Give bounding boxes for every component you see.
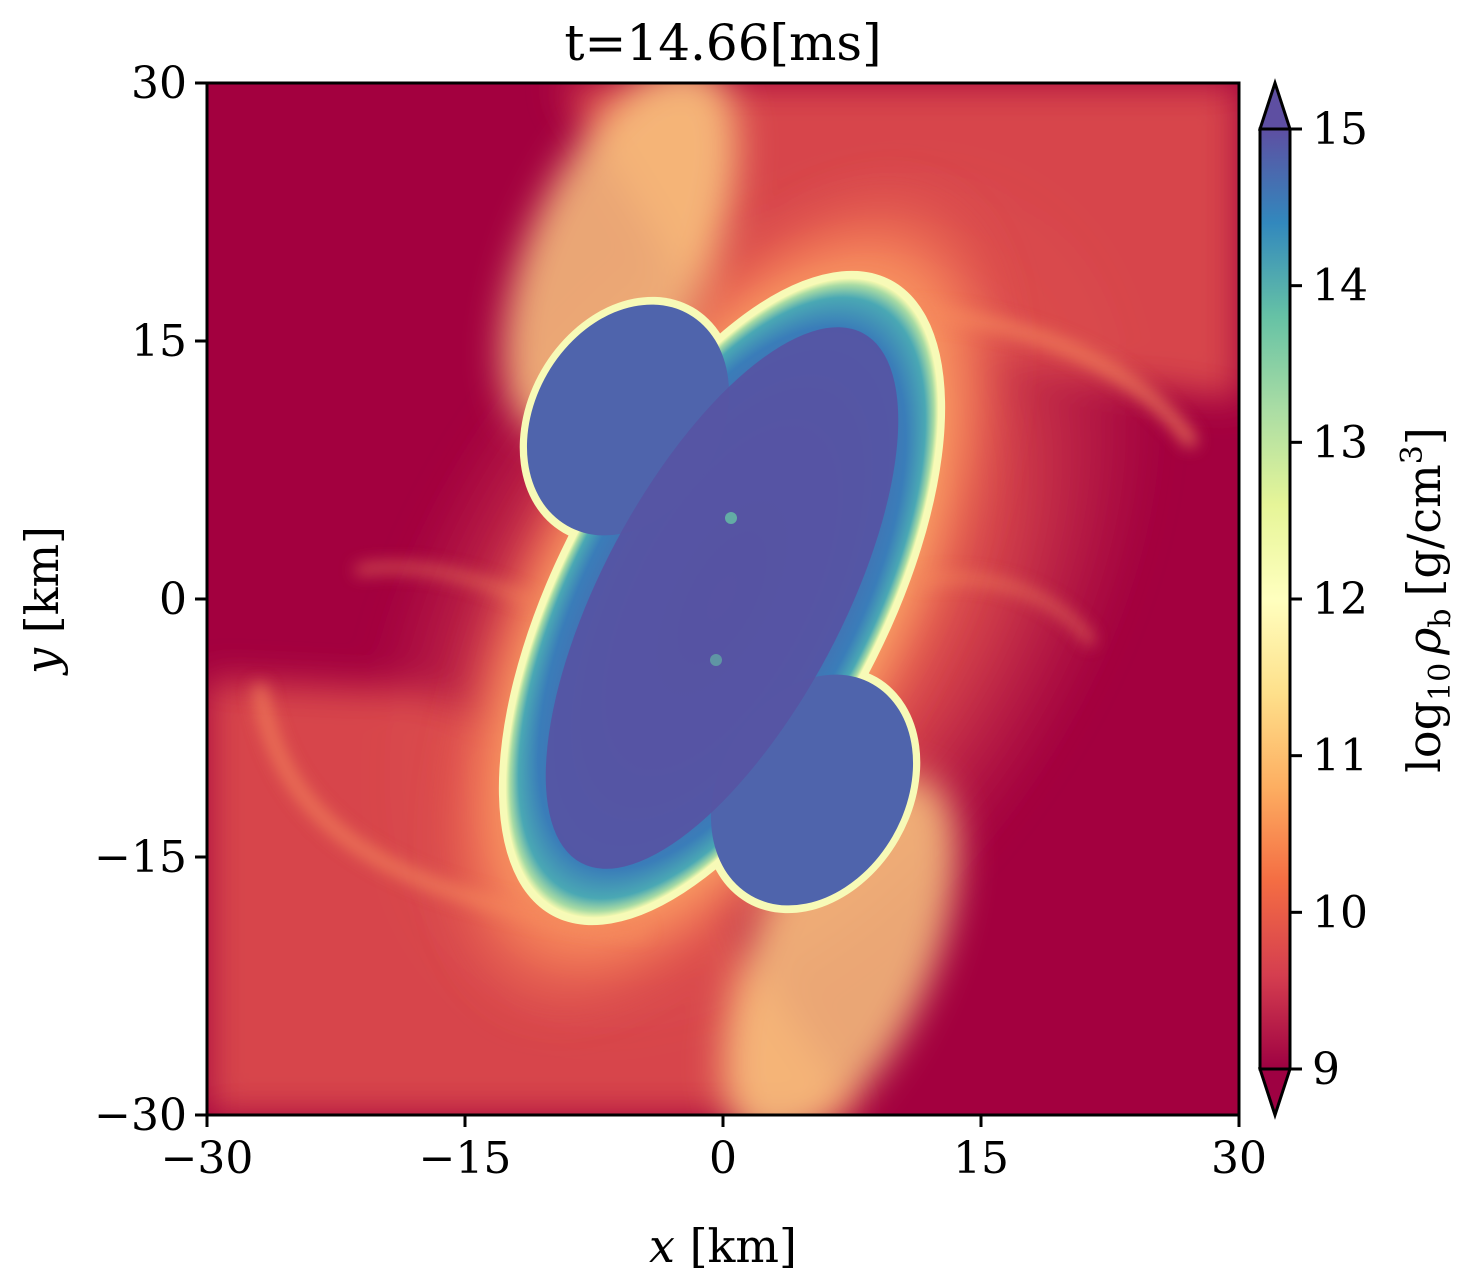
y-tick-label: −15: [94, 832, 187, 883]
y-axis: −30 −15 0 15 30: [94, 58, 207, 1141]
x-tick-label: 15: [953, 1133, 1009, 1184]
y-axis-label: y [km]: [15, 526, 69, 676]
colorbar-tick-label: 14: [1312, 261, 1368, 312]
density-heatmap: [207, 83, 1239, 1115]
colorbar-tick-label: 9: [1312, 1044, 1340, 1095]
x-tick-label: −30: [161, 1133, 254, 1184]
dense-core: [498, 270, 946, 926]
x-tick-label: 30: [1211, 1133, 1267, 1184]
colorbar-tick-label: 12: [1312, 574, 1368, 625]
arc-right: [915, 573, 1095, 645]
colorbar: 9 10 11 12 13 14 15: [1257, 78, 1368, 1120]
colorbar-gradient: [1258, 127, 1292, 1071]
envelope-arm-bottom: [722, 774, 958, 1115]
y-tick-label: −30: [94, 1090, 187, 1141]
colorbar-tick-label: 15: [1312, 104, 1368, 155]
colorbar-label: log10ρb[g/cm3]: [1395, 427, 1458, 773]
arc-left: [355, 562, 535, 605]
colorbar-tick-label: 13: [1312, 417, 1368, 468]
y-tick-label: 15: [131, 316, 187, 367]
colorbar-ticks: 9 10 11 12 13 14 15: [1290, 104, 1368, 1095]
chart-title: t=14.66[ms]: [564, 14, 881, 72]
colorbar-tick-label: 11: [1312, 731, 1368, 782]
y-tick-label: 0: [159, 574, 187, 625]
x-axis-label: x [km]: [649, 1219, 797, 1273]
x-tick-label: −15: [419, 1133, 512, 1184]
colorbar-extend-bottom: [1257, 1067, 1293, 1120]
x-tick-label: 0: [709, 1133, 737, 1184]
x-axis: −30 −15 0 15 30: [161, 1115, 1267, 1184]
colorbar-extend-top: [1257, 78, 1293, 131]
colorbar-tick-label: 10: [1312, 887, 1368, 938]
y-tick-label: 30: [131, 58, 187, 109]
arc-lower-left: [253, 683, 647, 937]
